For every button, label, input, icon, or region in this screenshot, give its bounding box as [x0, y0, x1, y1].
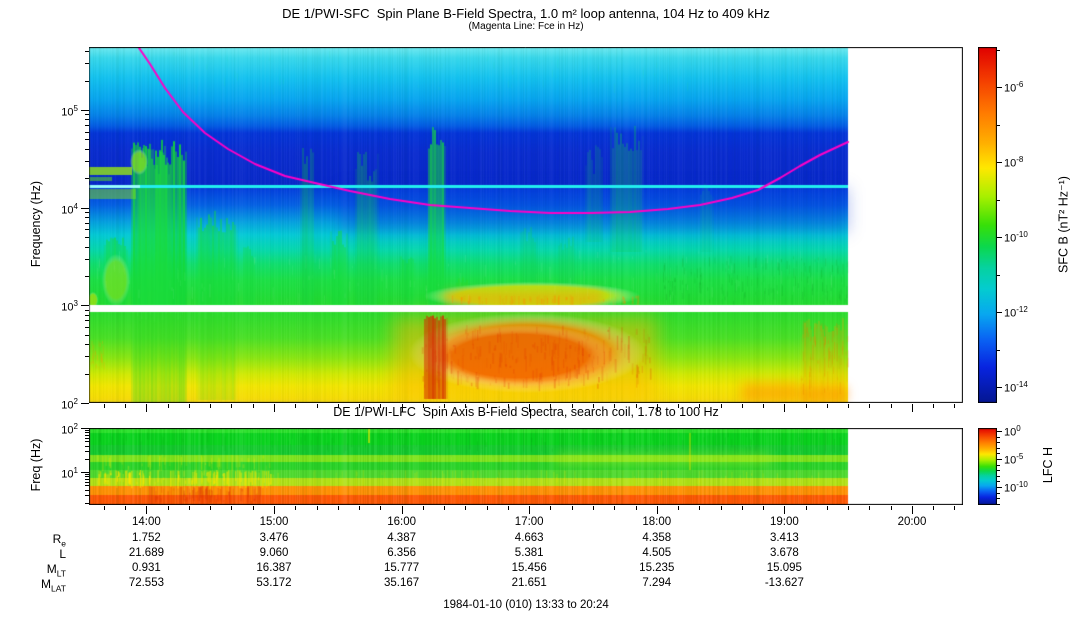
time-tick-label: 14:00 — [132, 516, 161, 528]
ephemeris-value: 72.553 — [128, 577, 164, 589]
sfc-y-tick-label: 103 — [61, 298, 78, 314]
lfc-y-tick-label: 102 — [61, 421, 78, 437]
time-tick-label: 16:00 — [387, 516, 416, 528]
sfc-y-tick-label: 102 — [61, 396, 78, 412]
ephemeris-value: 21.651 — [511, 577, 547, 589]
ephemeris-value: 4.358 — [642, 532, 672, 544]
ephemeris-row-label: L — [59, 547, 66, 561]
lfc-colorbar-tick-label: 10-5 — [1004, 452, 1024, 467]
ephemeris-value: 3.476 — [259, 532, 289, 544]
time-range-footer: 1984-01-10 (010) 13:33 to 20:24 — [443, 599, 609, 611]
time-tick-label: 19:00 — [769, 516, 799, 528]
time-tick-label: 20:00 — [897, 516, 927, 528]
sfc-colorbar-tick-label: 10-6 — [1004, 80, 1024, 95]
ephemeris-value: 0.931 — [132, 562, 161, 574]
ephemeris-value: 15.235 — [639, 562, 675, 574]
ephemeris-value: 15.777 — [384, 562, 420, 574]
lfc-colorbar — [978, 428, 997, 505]
sfc-title: DE 1/PWI-SFC Spin Plane B-Field Spectra,… — [282, 6, 770, 21]
ephemeris-value: 16.387 — [256, 562, 292, 574]
ephemeris-value: 9.060 — [259, 547, 289, 559]
ephemeris-value: 53.172 — [256, 577, 292, 589]
ephemeris-value: 1.752 — [132, 532, 161, 544]
ephemeris-value: 15.095 — [766, 562, 802, 574]
ephemeris-value: 3.678 — [769, 547, 799, 559]
lfc-title: DE 1/PWI-LFC Spin Axis B-Field Spectra, … — [333, 405, 719, 419]
sfc-y-tick-label: 104 — [61, 201, 78, 217]
ephemeris-value: 6.356 — [387, 547, 416, 559]
ephemeris-value: -13.627 — [764, 577, 804, 589]
ephemeris-value: 7.294 — [642, 577, 672, 589]
sfc-y-tick-label: 105 — [61, 103, 78, 119]
ephemeris-row-label: MLAT — [41, 577, 66, 594]
ephemeris-row-label: MLT — [46, 562, 66, 579]
lfc-y-tick-label: 101 — [61, 465, 78, 481]
lfc-colorbar-tick-label: 10-10 — [1004, 480, 1028, 495]
ephemeris-value: 35.167 — [384, 577, 420, 589]
lfc-spectrogram — [89, 428, 963, 505]
ephemeris-value: 4.505 — [642, 547, 672, 559]
ephemeris-value: 4.663 — [514, 532, 544, 544]
sfc-colorbar-tick-label: 10-8 — [1004, 155, 1024, 170]
lfc-colorbar-tick-label: 100 — [1004, 424, 1021, 439]
sfc-subtitle: (Magenta Line: Fce in Hz) — [468, 21, 584, 32]
ephemeris-value: 5.381 — [514, 547, 544, 559]
ephemeris-row-label: Re — [52, 532, 66, 549]
ephemeris-value: 4.387 — [387, 532, 416, 544]
time-tick-label: 18:00 — [642, 516, 672, 528]
sfc-colorbar-tick-label: 10-12 — [1004, 305, 1028, 320]
sfc-colorbar-tick-label: 10-14 — [1004, 380, 1028, 395]
ephemeris-value: 3.413 — [769, 532, 799, 544]
time-tick-label: 17:00 — [514, 516, 544, 528]
sfc-spectrogram — [89, 47, 963, 403]
ephemeris-value: 15.456 — [511, 562, 547, 574]
ephemeris-value: 21.689 — [128, 547, 164, 559]
time-tick-label: 15:00 — [259, 516, 289, 528]
sfc-colorbar — [978, 47, 997, 403]
sfc-colorbar-tick-label: 10-10 — [1004, 230, 1028, 245]
